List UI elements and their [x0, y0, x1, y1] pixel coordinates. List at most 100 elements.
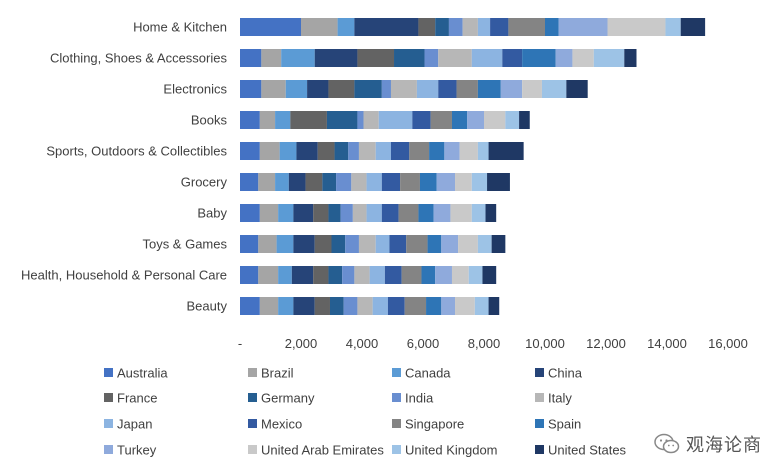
bar-segment: [474, 297, 489, 315]
bar-segment: [278, 266, 292, 284]
bar-segment: [455, 173, 472, 191]
bar-segment: [357, 49, 395, 67]
legend-label: China: [548, 366, 583, 381]
bar-segment: [314, 297, 330, 315]
category-label: Electronics: [163, 82, 227, 97]
bar-segment: [258, 235, 277, 253]
bar-segment: [424, 49, 439, 67]
bar-segment: [329, 297, 344, 315]
x-tick-label: 10,000: [525, 336, 565, 351]
bar-segment: [430, 111, 452, 129]
bar-segment: [334, 142, 349, 160]
bar-segment: [458, 235, 478, 253]
bar-segment: [336, 173, 352, 191]
bar-segment: [471, 204, 486, 222]
category-label: Sports, Outdoors & Collectibles: [46, 144, 227, 159]
bar-segment: [285, 80, 308, 98]
bar-segment: [490, 18, 509, 36]
category-label: Grocery: [181, 175, 228, 190]
bar-segment: [522, 80, 542, 98]
bar-segment: [482, 266, 497, 284]
bar-segment: [436, 173, 456, 191]
bar-segment: [665, 18, 681, 36]
bar-segment: [275, 111, 291, 129]
category-label: Clothing, Shoes & Accessories: [50, 51, 228, 66]
bar-segment: [435, 266, 452, 284]
bar-segment: [400, 173, 420, 191]
bar-segment: [429, 142, 445, 160]
category-label: Books: [191, 113, 228, 128]
x-tick-label: 4,000: [346, 336, 379, 351]
bar-segment: [419, 173, 437, 191]
bar-segment: [477, 80, 501, 98]
legend: Australia Brazil Canada China France Germany I…: [104, 366, 627, 458]
bar-segment: [406, 235, 428, 253]
bar-segment: [354, 18, 419, 36]
bar-segment: [328, 80, 355, 98]
bar-segment: [412, 111, 431, 129]
legend-swatch: [248, 445, 257, 454]
bar-segment: [240, 297, 260, 315]
bar-segment: [593, 49, 625, 67]
bar-segment: [328, 204, 341, 222]
bar-segment: [468, 266, 483, 284]
legend-label: United States: [548, 443, 627, 458]
legend-label: United Kingdom: [405, 443, 498, 458]
x-tick-label: 6,000: [407, 336, 440, 351]
x-tick-label: 12,000: [586, 336, 626, 351]
bar-segment: [394, 49, 425, 67]
bar-segment: [259, 204, 279, 222]
bar-segment: [455, 297, 475, 315]
bar-segment: [352, 204, 367, 222]
legend-label: Mexico: [261, 417, 302, 432]
bar-segment: [488, 142, 524, 160]
bar-segment: [258, 266, 279, 284]
bar-segment: [450, 204, 472, 222]
legend-swatch: [104, 368, 113, 377]
wechat-logo-icon: [654, 433, 680, 454]
x-tick-label: 2,000: [285, 336, 318, 351]
bar-segment: [438, 80, 457, 98]
bar-segment: [348, 142, 359, 160]
bar-segment: [451, 111, 468, 129]
bar-segment: [441, 235, 459, 253]
bar-segment: [477, 18, 491, 36]
bar-segment: [522, 49, 556, 67]
bar-segment: [278, 297, 294, 315]
bar-segment: [261, 49, 282, 67]
legend-swatch: [535, 419, 544, 428]
bar-segment: [404, 297, 427, 315]
bar-segment: [317, 142, 335, 160]
bar-segment: [572, 49, 594, 67]
bar-segment: [433, 204, 451, 222]
bar-segment: [240, 266, 259, 284]
bar-segment: [484, 111, 506, 129]
bar-segment: [488, 297, 500, 315]
bar-segment: [444, 142, 460, 160]
bar-segment: [427, 235, 442, 253]
bar-segment: [301, 18, 338, 36]
bar-segment: [240, 173, 259, 191]
legend-label: Spain: [548, 417, 581, 432]
category-label: Beauty: [187, 299, 228, 314]
bar-segment: [558, 18, 608, 36]
bar-segment: [390, 142, 410, 160]
bar-stacks: [240, 18, 706, 315]
bar-segment: [467, 111, 484, 129]
bar-segment: [398, 204, 419, 222]
bar-segment: [448, 18, 463, 36]
bar-segment: [418, 204, 434, 222]
bar-segment: [342, 266, 355, 284]
bar-segment: [372, 297, 388, 315]
bar-segment: [345, 235, 359, 253]
bar-segment: [566, 80, 588, 98]
bar-segment: [519, 111, 530, 129]
bar-segment: [305, 173, 323, 191]
bar-segment: [438, 49, 472, 67]
legend-swatch: [535, 393, 544, 402]
bar-segment: [541, 80, 567, 98]
bar-segment: [326, 111, 358, 129]
bar-segment: [508, 18, 545, 36]
bar-segment: [290, 111, 327, 129]
